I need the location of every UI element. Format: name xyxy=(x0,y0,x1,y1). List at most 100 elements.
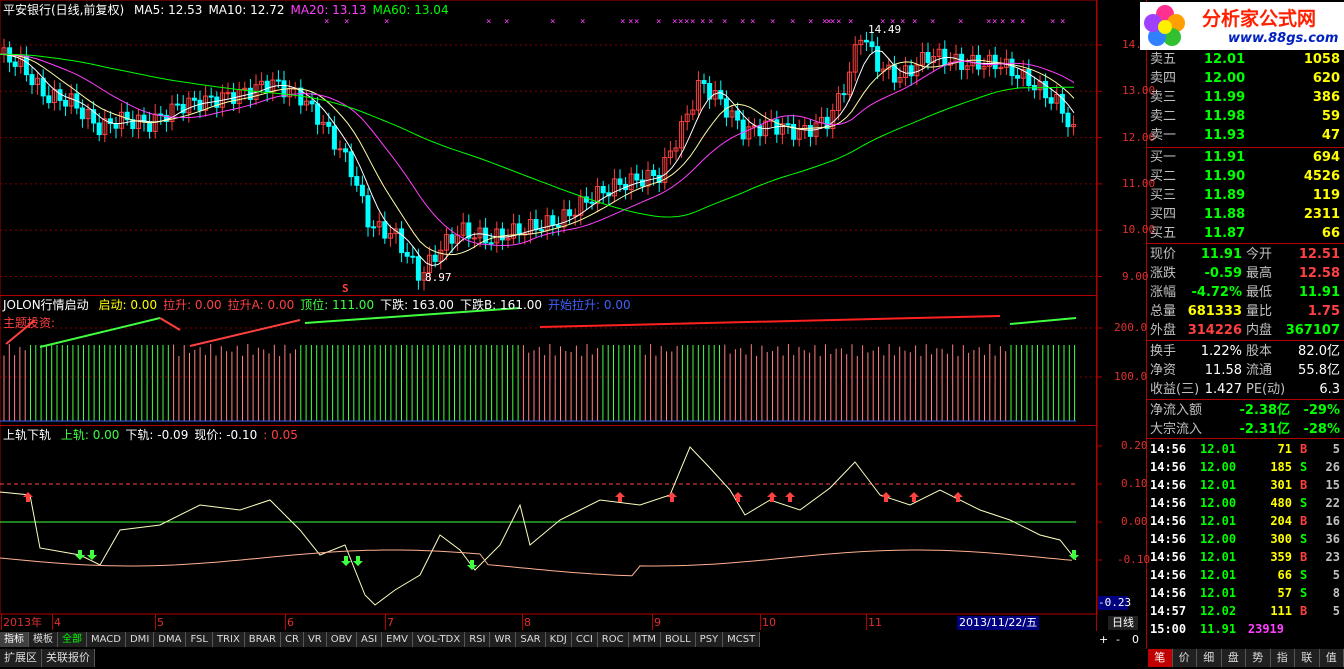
quote-row: 总量 681333 量比 1.75 xyxy=(1148,302,1344,321)
bottom-tab[interactable]: 扩展区 xyxy=(0,649,42,667)
indicator-tab[interactable]: DMI xyxy=(125,632,155,647)
candle-body xyxy=(443,234,449,251)
candle-body xyxy=(242,87,248,91)
indicator-tab[interactable]: RSI xyxy=(465,632,491,647)
panel-tab[interactable]: 值 xyxy=(1319,649,1344,667)
signal-x-mark: × xyxy=(690,17,695,27)
panel-tab[interactable]: 指 xyxy=(1270,649,1295,667)
candle-body xyxy=(998,66,1004,70)
indicator-tab[interactable]: ASI xyxy=(357,632,383,647)
panel-tab[interactable]: 势 xyxy=(1246,649,1271,667)
candle-body xyxy=(471,237,477,240)
candle-body xyxy=(505,237,511,241)
bottom-tab[interactable]: 关联报价 xyxy=(42,649,95,667)
zoom-in-button[interactable]: + xyxy=(1099,633,1109,646)
indicator-tab[interactable]: PSY xyxy=(695,632,724,647)
candle-body xyxy=(40,77,46,97)
indicator-tab[interactable]: SAR xyxy=(516,632,546,647)
flow-row: 大宗流入 -2.31亿 -28% xyxy=(1148,420,1344,439)
candle-body xyxy=(757,125,763,137)
indicator-tab[interactable]: CCI xyxy=(571,632,598,647)
indicator-tab[interactable]: CR xyxy=(281,632,304,647)
signal-x-marks: × × × × × × × × × × × × × × × × × × × × × × × ××× × × × × × × × × × × × × × ×… xyxy=(324,17,1065,27)
signal-x-mark: × xyxy=(912,17,917,27)
candle-body xyxy=(29,74,35,86)
tick-price: 11.91 xyxy=(1200,622,1237,636)
indicator-tab[interactable]: 指标 xyxy=(0,632,29,647)
indicator-tab[interactable]: VOL-TDX xyxy=(412,632,466,647)
tick-time: 14:56 xyxy=(1150,478,1187,492)
signal-x-mark: × xyxy=(1010,17,1015,27)
tick-side: S xyxy=(1300,568,1308,582)
fin-label: 流通 xyxy=(1246,363,1273,378)
quote-value: 681333 xyxy=(1187,304,1242,319)
tick-price: 12.00 xyxy=(1200,532,1237,546)
candle-body xyxy=(735,110,741,121)
candle-body xyxy=(931,56,937,63)
indicator-tab[interactable]: DMA xyxy=(154,632,187,647)
indicator-tab[interactable]: BRAR xyxy=(244,632,281,647)
flow-amount: -2.38亿 xyxy=(1239,403,1290,418)
ind1-segment xyxy=(5,319,36,345)
bid-label: 买一 xyxy=(1150,150,1177,165)
logo-text: 分析家公式网 xyxy=(1202,8,1317,30)
indicator-tab[interactable]: MCST xyxy=(723,632,761,647)
sell-arrow-icon xyxy=(467,560,477,570)
candle-body xyxy=(740,119,746,140)
indicator-tab[interactable]: KDJ xyxy=(545,632,572,647)
candle-body xyxy=(651,169,657,177)
panel-tab[interactable]: 联 xyxy=(1295,649,1320,667)
indicator-tab[interactable]: TRIX xyxy=(212,632,245,647)
indicator-tab[interactable]: MTM xyxy=(628,632,661,647)
fin-label: 收益(三) xyxy=(1150,382,1200,397)
panel-tab[interactable]: 笔 xyxy=(1148,649,1173,667)
quote-value: 11.91 xyxy=(1298,285,1340,300)
signal-x-mark: × xyxy=(678,17,683,27)
signal-x-mark: × xyxy=(700,17,705,27)
candle-body xyxy=(449,234,455,244)
candle-body xyxy=(365,195,371,228)
signal-x-mark: × xyxy=(958,17,963,27)
y-tick-main: 10.00 xyxy=(1122,223,1156,236)
candle-body xyxy=(399,228,405,254)
candle-body xyxy=(208,95,214,98)
tick-count: 5 xyxy=(1332,604,1340,618)
indicator-tab[interactable]: FSL xyxy=(186,632,213,647)
bid-label: 买四 xyxy=(1150,207,1177,222)
fin-row: 净资 11.58 流通 55.8亿 xyxy=(1148,361,1344,380)
indicator-tab[interactable]: 全部 xyxy=(58,632,87,647)
panel-tab[interactable]: 价 xyxy=(1172,649,1197,667)
candle-body xyxy=(729,110,735,118)
sell-arrow-icon xyxy=(353,556,363,566)
indicator-tab[interactable]: ROC xyxy=(597,632,629,647)
candle-body xyxy=(578,196,584,216)
sell-arrow-icon xyxy=(87,550,97,560)
indicator-tab[interactable]: EMV xyxy=(382,632,413,647)
tick-time: 14:56 xyxy=(1150,550,1187,564)
zoom-out-button[interactable]: - xyxy=(1116,633,1120,646)
period-selector[interactable]: 日线 xyxy=(1108,616,1138,630)
tick-count: 22 xyxy=(1325,496,1340,510)
candle-body xyxy=(667,150,673,159)
indicator-tab[interactable]: BOLL xyxy=(660,632,696,647)
panel-tab[interactable]: 细 xyxy=(1197,649,1222,667)
panel-tab[interactable]: 盘 xyxy=(1221,649,1246,667)
signal-x-mark: × xyxy=(890,17,895,27)
indicator-tab[interactable]: OBV xyxy=(326,632,357,647)
flow-row: 净流入额 -2.38亿 -29% xyxy=(1148,401,1344,420)
price-line xyxy=(0,446,1077,606)
indicator-tab[interactable]: WR xyxy=(490,632,517,647)
tick-side: S xyxy=(1300,532,1308,546)
candle-body xyxy=(595,186,601,204)
indicator-tab[interactable]: VR xyxy=(303,632,327,647)
indicator-tab[interactable]: MACD xyxy=(87,632,126,647)
separator xyxy=(1147,243,1344,244)
indicator-tab[interactable]: 模板 xyxy=(29,632,58,647)
tick-side: B xyxy=(1300,604,1308,618)
candle-body xyxy=(85,109,91,120)
tick-side: B xyxy=(1300,550,1308,564)
quote-value: -4.72% xyxy=(1191,285,1243,300)
highlight-date: 2013/11/22/五 xyxy=(957,616,1040,630)
indicator-tabs: 指标 模板 全部 MACD DMI DMA FSL TRIX BRAR CR VR OBV ASI EMV… xyxy=(0,632,761,647)
